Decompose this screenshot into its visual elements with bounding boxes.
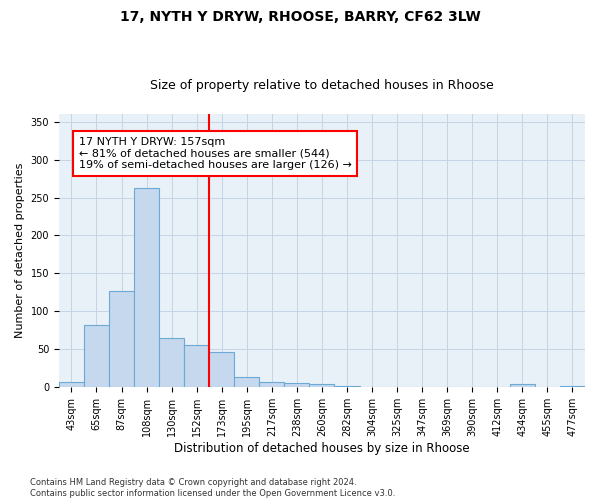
Bar	[359, 386, 385, 388]
Bar	[510, 384, 535, 388]
Y-axis label: Number of detached properties: Number of detached properties	[15, 163, 25, 338]
Bar	[84, 325, 109, 388]
Bar	[209, 352, 234, 388]
Bar	[234, 378, 259, 388]
Bar	[310, 384, 334, 388]
Bar	[259, 382, 284, 388]
Bar	[109, 291, 134, 388]
Bar	[385, 386, 410, 388]
Text: Contains HM Land Registry data © Crown copyright and database right 2024.
Contai: Contains HM Land Registry data © Crown c…	[30, 478, 395, 498]
Bar	[59, 382, 84, 388]
Bar	[460, 386, 485, 388]
Text: 17, NYTH Y DRYW, RHOOSE, BARRY, CF62 3LW: 17, NYTH Y DRYW, RHOOSE, BARRY, CF62 3LW	[119, 10, 481, 24]
Bar	[284, 383, 310, 388]
Text: 17 NYTH Y DRYW: 157sqm
← 81% of detached houses are smaller (544)
19% of semi-de: 17 NYTH Y DRYW: 157sqm ← 81% of detached…	[79, 137, 352, 170]
Bar	[184, 345, 209, 388]
Bar	[159, 338, 184, 388]
Bar	[334, 386, 359, 388]
Bar	[134, 188, 159, 388]
X-axis label: Distribution of detached houses by size in Rhoose: Distribution of detached houses by size …	[174, 442, 470, 455]
Title: Size of property relative to detached houses in Rhoose: Size of property relative to detached ho…	[150, 79, 494, 92]
Bar	[560, 386, 585, 388]
